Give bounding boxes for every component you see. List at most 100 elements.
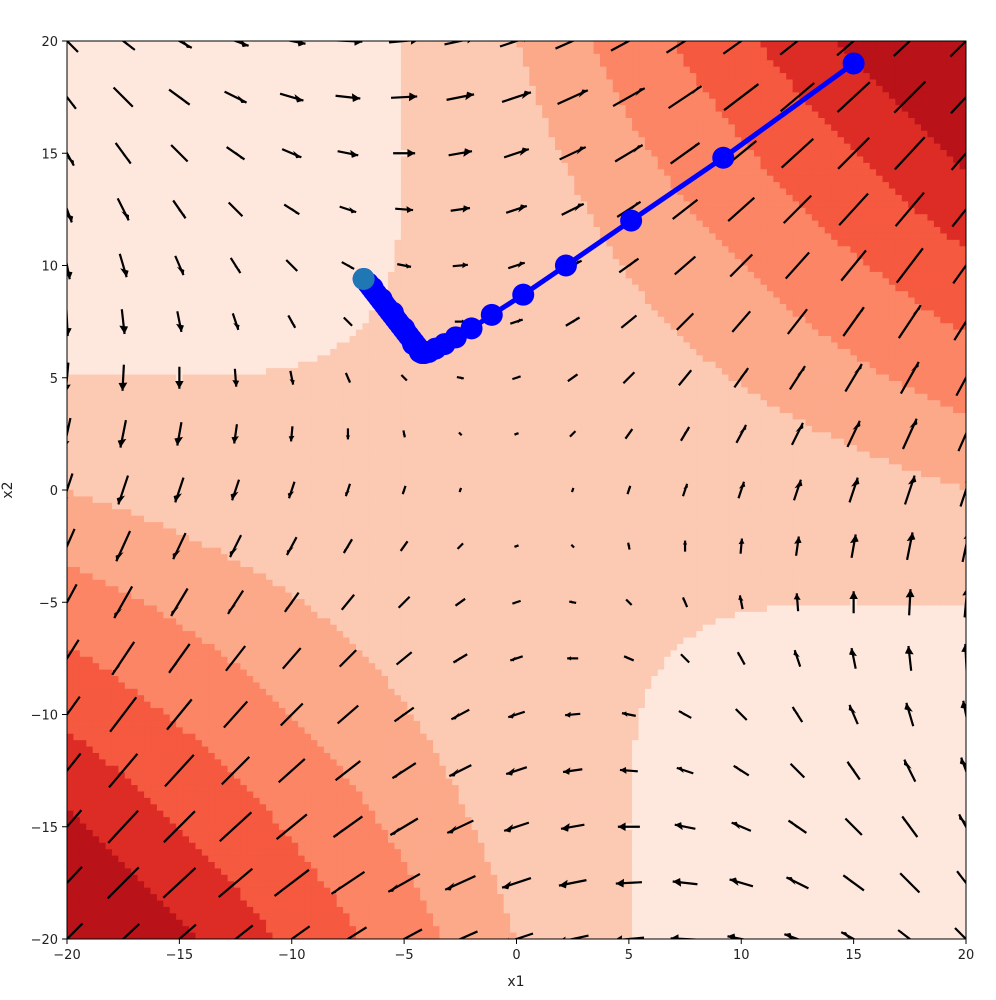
contour-cell	[259, 207, 267, 215]
contour-cell	[137, 785, 145, 793]
contour-cell	[253, 836, 261, 844]
contour-cell	[156, 772, 164, 780]
contour-cell	[144, 53, 152, 61]
contour-cell	[253, 663, 261, 671]
contour-cell	[233, 143, 241, 151]
contour-cell	[86, 265, 94, 273]
contour-cell	[291, 79, 299, 87]
contour-cell	[105, 496, 113, 504]
contour-cell	[169, 502, 177, 510]
contour-cell	[253, 810, 261, 818]
contour-cell	[79, 445, 87, 453]
contour-cell	[169, 445, 177, 453]
contour-cell	[266, 143, 274, 151]
contour-cell	[201, 323, 209, 331]
contour-cell	[131, 316, 139, 324]
contour-cell	[79, 470, 87, 478]
contour-cell	[240, 66, 248, 74]
contour-cell	[92, 772, 100, 780]
contour-cell	[259, 887, 267, 895]
contour-cell	[201, 117, 209, 125]
contour-cell	[253, 297, 261, 305]
contour-cell	[144, 778, 152, 786]
contour-cell	[201, 380, 209, 388]
contour-cell	[221, 810, 229, 818]
contour-cell	[259, 502, 267, 510]
contour-cell	[195, 374, 203, 382]
contour-cell	[169, 701, 177, 709]
contour-cell	[266, 502, 274, 510]
contour-cell	[86, 522, 94, 530]
contour-cell	[253, 554, 261, 562]
contour-cell	[221, 137, 229, 145]
contour-cell	[189, 175, 197, 183]
contour-cell	[169, 137, 177, 145]
contour-cell	[137, 419, 145, 427]
contour-cell	[124, 785, 132, 793]
contour-cell	[144, 66, 152, 74]
contour-cell	[111, 669, 119, 677]
contour-cell	[131, 194, 139, 202]
contour-cell	[272, 829, 280, 837]
contour-cell	[124, 111, 132, 119]
contour-cell	[208, 631, 216, 639]
contour-cell	[86, 682, 94, 690]
contour-cell	[291, 438, 299, 446]
contour-cell	[169, 842, 177, 850]
contour-cell	[86, 85, 94, 93]
contour-cell	[150, 676, 158, 684]
contour-cell	[137, 387, 145, 395]
contour-cell	[79, 849, 87, 857]
contour-cell	[195, 348, 203, 356]
contour-cell	[131, 618, 139, 626]
contour-cell	[124, 470, 132, 478]
contour-cell	[291, 60, 299, 68]
contour-cell	[176, 162, 184, 170]
contour-cell	[105, 156, 113, 164]
contour-cell	[189, 496, 197, 504]
contour-cell	[92, 932, 100, 939]
contour-cell	[240, 849, 248, 857]
contour-cell	[111, 291, 119, 299]
contour-cell	[73, 162, 81, 170]
contour-cell	[189, 137, 197, 145]
contour-cell	[233, 98, 241, 106]
contour-cell	[92, 380, 100, 388]
contour-cell	[163, 374, 171, 382]
contour-cell	[156, 470, 164, 478]
contour-cell	[182, 188, 190, 196]
contour-cell	[111, 53, 119, 61]
contour-cell	[221, 413, 229, 421]
contour-cell	[266, 586, 274, 594]
contour-cell	[189, 348, 197, 356]
contour-cell	[233, 810, 241, 818]
contour-cell	[278, 374, 286, 382]
contour-cell	[195, 220, 203, 228]
contour-cell	[105, 605, 113, 613]
contour-cell	[246, 624, 254, 632]
contour-cell	[189, 98, 197, 106]
contour-cell	[291, 137, 299, 145]
contour-cell	[99, 534, 107, 542]
contour-cell	[189, 41, 197, 49]
contour-cell	[111, 586, 119, 594]
contour-cell	[221, 483, 229, 491]
contour-cell	[124, 605, 132, 613]
contour-cell	[201, 547, 209, 555]
contour-cell	[73, 791, 81, 799]
contour-cell	[221, 438, 229, 446]
contour-cell	[131, 906, 139, 914]
contour-cell	[137, 438, 145, 446]
contour-cell	[137, 746, 145, 754]
contour-cell	[150, 162, 158, 170]
contour-cell	[131, 291, 139, 299]
contour-cell	[214, 740, 222, 748]
contour-cell	[86, 906, 94, 914]
contour-cell	[253, 400, 261, 408]
contour-cell	[67, 676, 75, 684]
contour-cell	[259, 881, 267, 889]
contour-cell	[240, 695, 248, 703]
contour-cell	[156, 438, 164, 446]
contour-cell	[137, 252, 145, 260]
contour-cell	[189, 342, 197, 350]
